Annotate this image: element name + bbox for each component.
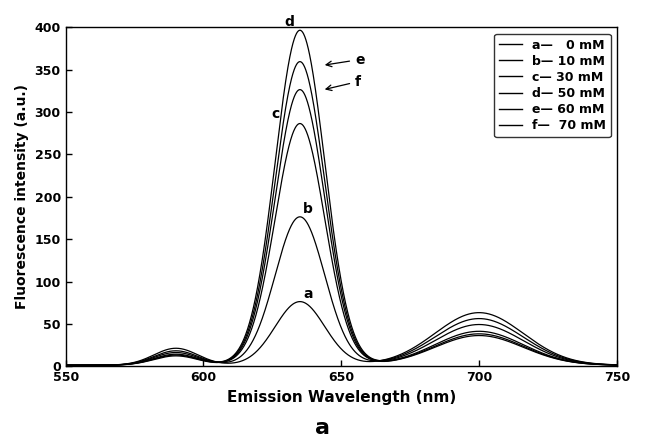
Text: f: f (326, 75, 361, 91)
Legend: a—   0 mM, b— 10 mM, c— 30 mM, d— 50 mM, e— 60 mM, f—  70 mM: a— 0 mM, b— 10 mM, c— 30 mM, d— 50 mM, e… (494, 34, 611, 137)
Y-axis label: Fluorescence intensity (a.u.): Fluorescence intensity (a.u.) (15, 84, 29, 309)
Text: a: a (303, 287, 313, 301)
Text: d: d (284, 15, 294, 29)
Text: c: c (271, 107, 279, 121)
Text: a: a (315, 418, 330, 438)
X-axis label: Emission Wavelength (nm): Emission Wavelength (nm) (226, 390, 456, 405)
Text: e: e (326, 53, 364, 67)
Text: b: b (303, 202, 313, 217)
